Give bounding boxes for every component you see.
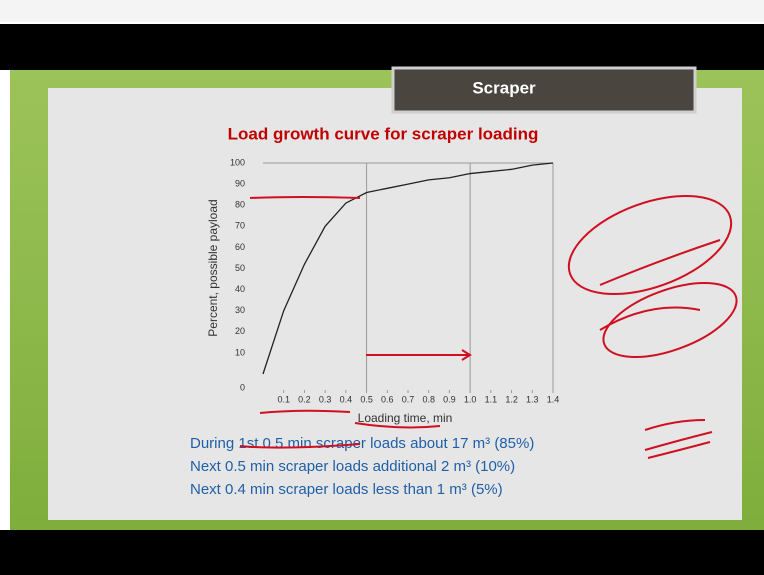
y-tick-label: 80 (235, 200, 245, 210)
toolbar (0, 0, 764, 22)
ink-arrow (366, 349, 472, 361)
x-tick-label: 1.0 (464, 394, 477, 404)
y-axis-label: Percent, possible payload (206, 199, 220, 336)
x-tick-label: 1.4 (547, 394, 560, 404)
x-tick-label: 0.3 (319, 394, 332, 404)
handwriting (239, 194, 738, 459)
x-tick-label: 1.3 (526, 394, 539, 404)
chart-title: Load growth curve for scraper loading (228, 124, 539, 143)
y-tick-label: 30 (235, 305, 245, 315)
ink-stroke (239, 409, 441, 449)
slide-header: Scraper (472, 78, 536, 97)
x-axis-label: Loading time, min (358, 411, 453, 425)
ink-stroke (249, 196, 361, 199)
y-tick-label: 0 (240, 382, 245, 392)
header-tab (391, 66, 697, 114)
x-tick-label: 0.9 (443, 394, 456, 404)
x-tick-label: 0.4 (340, 394, 353, 404)
y-tick-label: 90 (235, 178, 245, 188)
y-tick-label: 10 (235, 347, 245, 357)
x-tick-label: 0.8 (422, 394, 435, 404)
y-tick-label: 70 (235, 221, 245, 231)
slide-panel (48, 88, 742, 520)
x-tick-label: 0.2 (298, 394, 311, 404)
ink-stroke (599, 239, 721, 331)
bullet: Next 0.4 min scraper loads less than 1 m… (190, 481, 503, 498)
x-tick-label: 0.5 (360, 394, 373, 404)
y-tick-label: 40 (235, 284, 245, 294)
top-band (0, 24, 764, 70)
bullet: Next 0.5 min scraper loads additional 2 … (190, 458, 515, 475)
y-tick-label: 20 (235, 326, 245, 336)
bullet: During 1st 0.5 min scraper loads about 1… (190, 435, 534, 452)
ink-circle (567, 194, 733, 296)
x-tick-label: 0.1 (277, 394, 290, 404)
ink-circle (602, 282, 738, 358)
y-tick-label: 50 (235, 263, 245, 273)
y-tick-label: 60 (235, 242, 245, 252)
x-tick-label: 0.6 (381, 394, 394, 404)
x-tick-label: 1.1 (485, 394, 498, 404)
x-tick-label: 0.7 (402, 394, 415, 404)
ink-stroke (644, 419, 713, 459)
x-tick-label: 1.2 (505, 394, 518, 404)
bottom-band (0, 530, 764, 575)
y-tick-label: 100 (230, 157, 245, 167)
data-line (262, 162, 554, 375)
